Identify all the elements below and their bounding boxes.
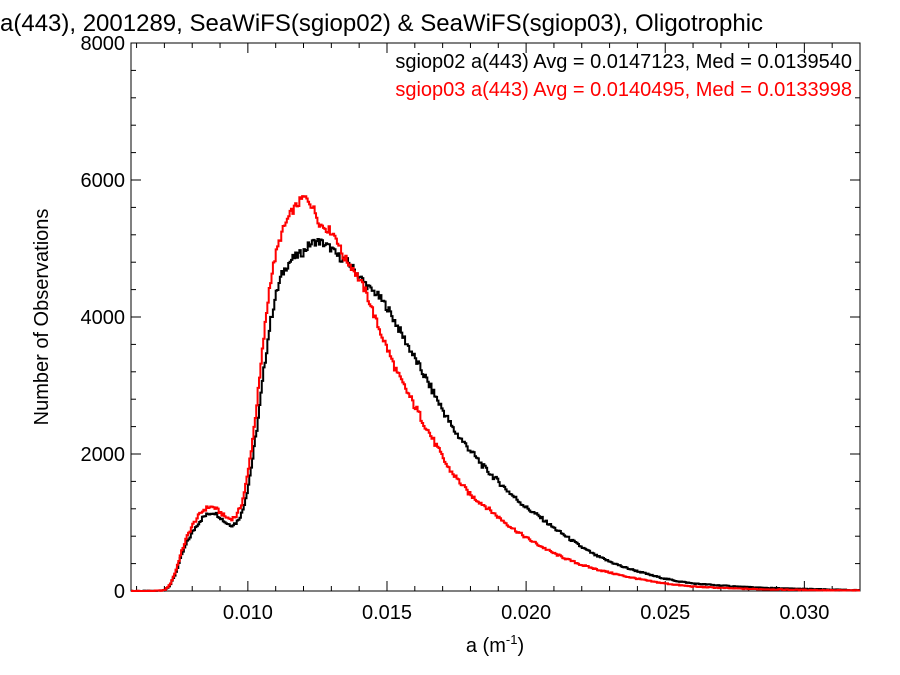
series-group bbox=[131, 195, 860, 592]
series-line-sgiop03 bbox=[131, 195, 860, 592]
x-tick-label: 0.025 bbox=[640, 602, 690, 624]
legend-entry-sgiop03: sgiop03 a(443) Avg = 0.0140495, Med = 0.… bbox=[395, 79, 852, 101]
y-tick-label: 8000 bbox=[81, 33, 126, 55]
x-axis-label-close: ) bbox=[517, 635, 524, 657]
x-axis-label-superscript: -1 bbox=[506, 632, 518, 647]
y-tick-label: 2000 bbox=[81, 444, 126, 466]
y-axis-label: Number of Observations bbox=[31, 209, 53, 426]
x-axis-label: a (m-1) bbox=[466, 632, 524, 657]
x-tick-label: 0.030 bbox=[779, 602, 829, 624]
series-line-sgiop02 bbox=[131, 238, 860, 592]
x-axis-ticks: 0.010 0.015 0.020 0.025 0.030 bbox=[136, 43, 861, 624]
x-tick-label: 0.015 bbox=[362, 602, 412, 624]
y-tick-label: 0 bbox=[114, 581, 125, 603]
y-axis-ticks: 0 2000 4000 6000 8000 bbox=[81, 33, 860, 603]
x-tick-label: 0.010 bbox=[223, 602, 273, 624]
x-tick-label: 0.020 bbox=[501, 602, 551, 624]
y-tick-label: 4000 bbox=[81, 307, 126, 329]
x-axis-label-main: a (m bbox=[466, 635, 506, 657]
chart-title: a(443), 2001289, SeaWiFS(sgiop02) & SeaW… bbox=[0, 10, 763, 37]
legend-entry-sgiop02: sgiop02 a(443) Avg = 0.0147123, Med = 0.… bbox=[395, 51, 852, 73]
y-tick-label: 6000 bbox=[81, 170, 126, 192]
